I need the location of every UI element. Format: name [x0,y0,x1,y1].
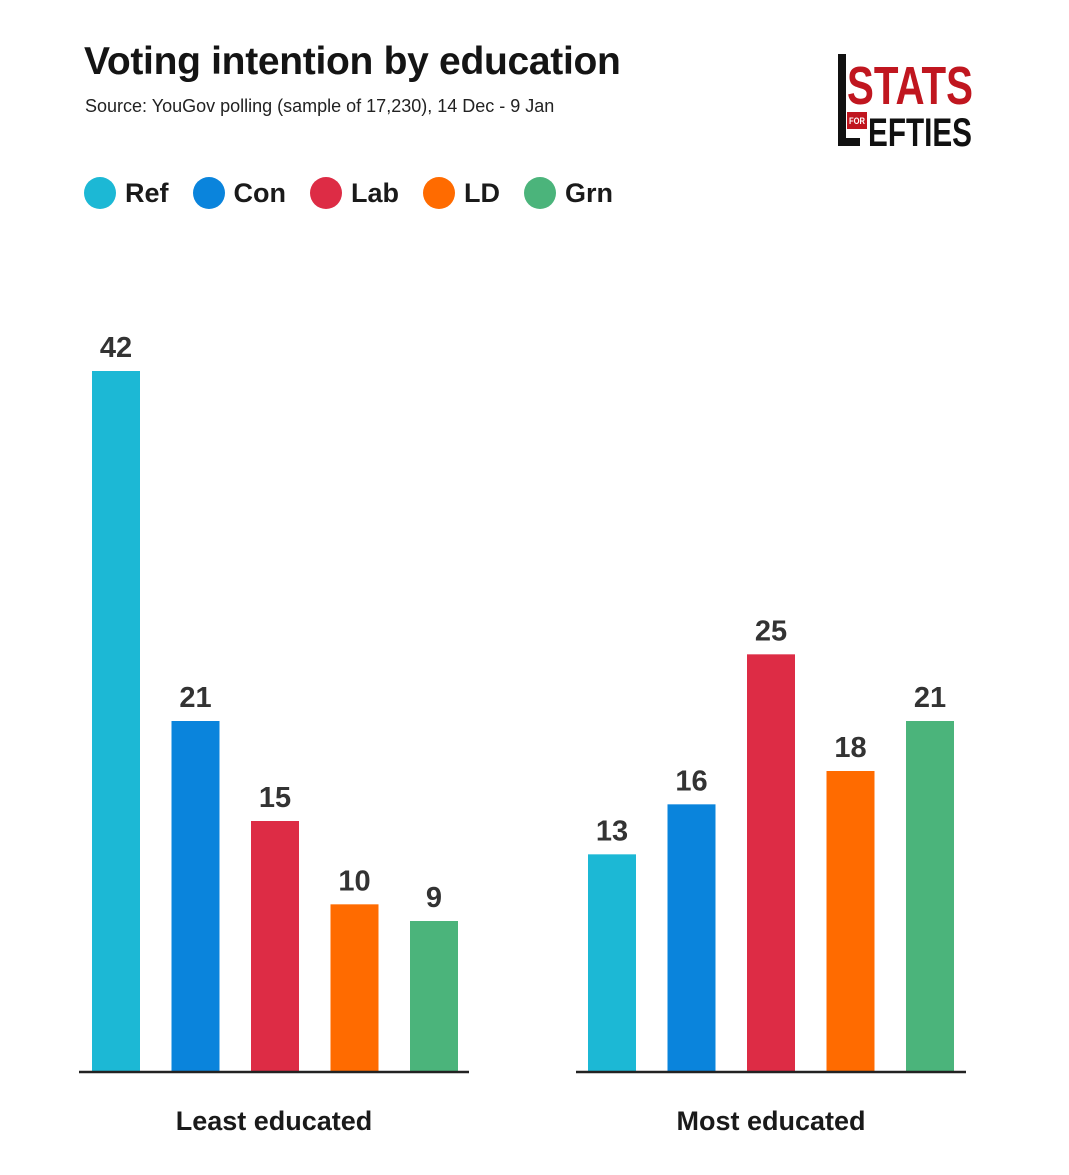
legend-label: Ref [125,177,169,208]
logo-for-box [847,112,867,129]
bar-ld-most [826,771,875,1071]
category-label: Least educated [176,1106,373,1136]
data-label: 16 [675,765,707,797]
data-label: 18 [834,732,866,764]
bar-con-most [667,804,716,1071]
legend-swatch [423,177,456,209]
legend-item-con: Con [192,177,286,209]
category-label: Most educated [676,1106,865,1136]
legend-label: Grn [565,177,614,208]
legend-swatch [524,177,557,209]
legend-swatch [192,177,225,209]
legend-label: Lab [351,177,400,208]
data-label: 15 [259,782,291,814]
logo-lefties-text: EFTIES [868,111,972,150]
bar-grn-least [410,921,458,1071]
legend-item-ref: Ref [84,177,169,209]
legend-label: Con [233,177,286,208]
chart-subtitle: Source: YouGov polling (sample of 17,230… [85,96,555,116]
logo-for-text: FOR [849,116,865,126]
chart-title: Voting intention by education [84,40,621,83]
stats-for-lefties-logo: STATS FOR EFTIES [838,54,973,150]
data-label: 9 [426,882,442,914]
data-label: 21 [179,682,211,714]
bar-ref-most [588,854,636,1071]
data-label: 10 [338,865,370,897]
data-label: 25 [755,615,787,647]
logo-l-stem [838,54,846,146]
chart-legend: Ref Con Lab LD Grn [84,175,637,211]
data-label: 13 [596,815,628,847]
legend-item-ld: LD [423,177,500,209]
logo-l-foot [838,138,860,146]
legend-item-lab: Lab [310,177,399,209]
bar-grn-most [906,721,954,1071]
legend-item-grn: Grn [524,177,613,209]
bar-lab-least [251,821,299,1071]
legend-swatch [84,177,116,209]
legend-label: LD [464,177,501,208]
bar-ld-least [330,904,379,1071]
data-label: 42 [100,332,132,364]
bar-con-least [171,721,220,1071]
bar-lab-most [747,654,795,1071]
legend-swatch [310,177,342,209]
bar-ref-least [92,371,140,1071]
data-label: 21 [914,682,946,714]
logo-stats-text: STATS [847,56,973,116]
